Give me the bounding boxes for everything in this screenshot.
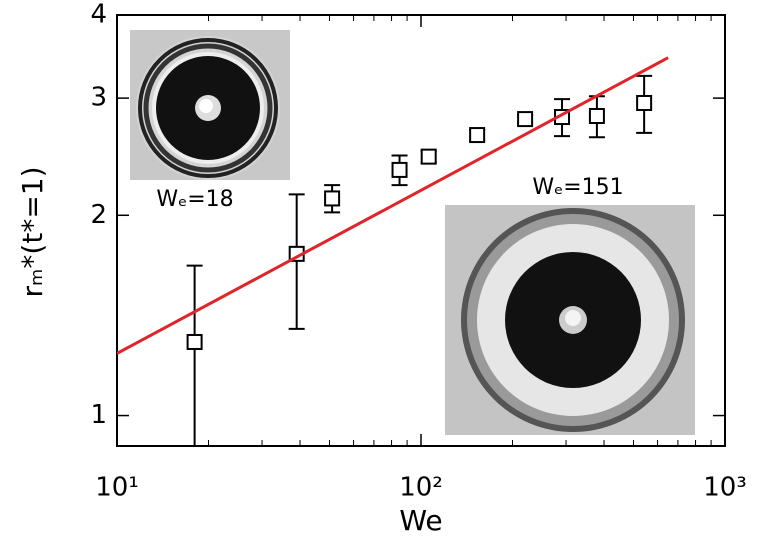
y-tick-label: 1 [90,400,107,430]
annotation: Wₑ=18 [156,187,233,212]
marker [186,333,203,350]
x-tick-label: 10² [399,473,443,503]
marker [469,127,486,144]
marker [588,108,605,125]
y-tick-label: 2 [90,200,107,230]
fit-line [117,56,669,355]
marker [420,148,437,165]
annotation: Wₑ=151 [532,175,623,200]
y-tick-label: 4 [90,0,107,30]
marker [324,190,341,207]
inset-image [130,30,290,180]
plot-area [117,56,669,446]
x-tick-label: 10¹ [95,473,139,503]
y-axis-label: rₘ*(t*=1) [16,166,49,297]
inset-image [445,205,695,435]
marker [517,111,534,128]
marker [636,94,653,111]
x-tick-label: 10³ [703,473,747,503]
marker [391,161,408,178]
y-tick-label: 3 [90,83,107,113]
x-axis-label: We [399,504,442,537]
